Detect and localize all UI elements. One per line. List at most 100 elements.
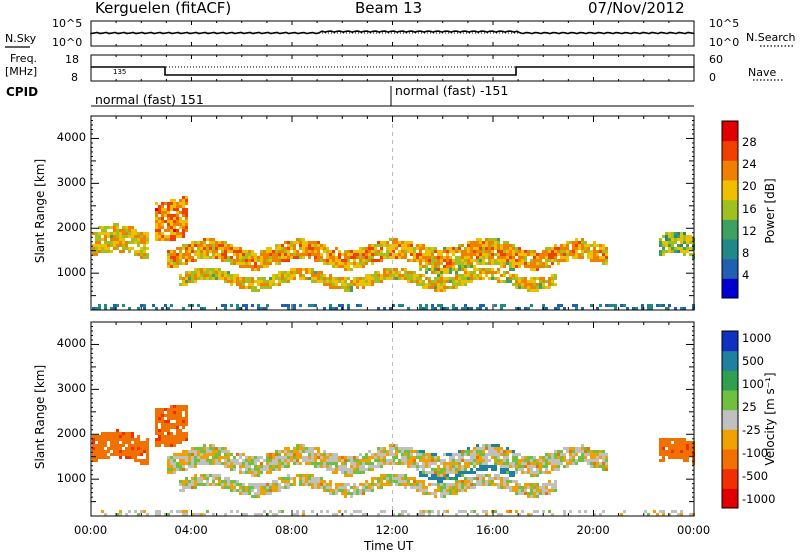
- velocity-cell: [686, 447, 689, 450]
- power-cell: [173, 256, 176, 259]
- velocity-cell: [404, 477, 407, 480]
- power-cell: [470, 256, 473, 259]
- velocity-cell: [407, 480, 410, 483]
- power-cell: [386, 253, 389, 256]
- power-cell: [260, 253, 263, 256]
- velocity-cell: [230, 510, 233, 513]
- velocity-cell: [188, 456, 191, 459]
- velocity-cell: [425, 462, 428, 465]
- power-cell: [533, 283, 536, 286]
- power-cell: [440, 259, 443, 262]
- velocity-cell: [587, 450, 590, 453]
- power-cell: [479, 271, 482, 274]
- velocity-cell: [119, 432, 122, 435]
- velocity-cell: [512, 489, 515, 492]
- power-cell: [110, 226, 113, 229]
- power-cell: [218, 256, 221, 259]
- power-cell: [683, 307, 686, 310]
- power-cell: [344, 283, 347, 286]
- velocity-cell: [482, 468, 485, 471]
- power-cell: [185, 244, 188, 247]
- velocity-cell: [185, 477, 188, 480]
- velocity-cell: [341, 459, 344, 462]
- power-cell: [488, 250, 491, 253]
- power-cell: [137, 253, 140, 256]
- velocity-cell: [566, 447, 569, 450]
- velocity-cell: [455, 483, 458, 486]
- velocity-cell: [674, 510, 677, 513]
- velocity-cell: [674, 441, 677, 444]
- power-cell: [209, 274, 212, 277]
- power-cell: [215, 247, 218, 250]
- power-cell: [122, 244, 125, 247]
- velocity-cell: [623, 510, 626, 513]
- power-cell: [479, 274, 482, 277]
- power-cell: [557, 250, 560, 253]
- velocity-cell: [479, 453, 482, 456]
- power-cell: [191, 256, 194, 259]
- power-cell: [518, 277, 521, 280]
- velocity-cell: [512, 453, 515, 456]
- power-cell: [674, 241, 677, 244]
- velocity-cell: [515, 462, 518, 465]
- velocity-cell: [233, 462, 236, 465]
- power-cell: [260, 265, 263, 268]
- power-cell: [413, 250, 416, 253]
- power-cell: [182, 202, 185, 205]
- power-cell: [368, 259, 371, 262]
- velocity-cell: [98, 444, 101, 447]
- power-cell: [470, 253, 473, 256]
- velocity-cell: [299, 456, 302, 459]
- velocity-cell: [308, 462, 311, 465]
- velocity-cell: [209, 450, 212, 453]
- power-cell: [668, 235, 671, 238]
- velocity-cell: [440, 477, 443, 480]
- power-cell: [173, 232, 176, 235]
- power-cell: [251, 256, 254, 259]
- power-cell: [524, 286, 527, 289]
- power-cell: [164, 202, 167, 205]
- velocity-cell: [113, 441, 116, 444]
- velocity-cell: [392, 444, 395, 447]
- velocity-cell: [164, 444, 167, 447]
- power-cell: [683, 247, 686, 250]
- power-cell: [539, 286, 542, 289]
- power-cell: [581, 241, 584, 244]
- power-cell: [176, 235, 179, 238]
- velocity-cell: [353, 459, 356, 462]
- power-cell: [362, 259, 365, 262]
- velocity-cell: [182, 480, 185, 483]
- power-cell: [335, 259, 338, 262]
- velocity-cell: [470, 468, 473, 471]
- power-cell: [551, 280, 554, 283]
- power-cell: [671, 235, 674, 238]
- power-cell: [395, 271, 398, 274]
- power-cell: [482, 259, 485, 262]
- velocity-cell: [353, 471, 356, 474]
- power-cell: [386, 247, 389, 250]
- velocity-cell: [233, 486, 236, 489]
- power-cell: [278, 280, 281, 283]
- velocity-cell: [170, 456, 173, 459]
- velocity-colorbar-frame: [721, 330, 739, 509]
- power-cell: [251, 280, 254, 283]
- velocity-cell: [473, 447, 476, 450]
- velocity-cell: [185, 423, 188, 426]
- power-cell: [377, 253, 380, 256]
- velocity-cell: [278, 465, 281, 468]
- power-cell: [452, 283, 455, 286]
- power-cell: [404, 256, 407, 259]
- power-cell: [551, 259, 554, 262]
- velocity-cell: [686, 459, 689, 462]
- velocity-cell: [158, 510, 161, 513]
- velocity-cell: [428, 483, 431, 486]
- velocity-cell: [515, 453, 518, 456]
- velocity-cell: [332, 453, 335, 456]
- power-cell: [299, 277, 302, 280]
- power-cell: [329, 259, 332, 262]
- power-cell: [257, 304, 260, 307]
- velocity-cell: [356, 492, 359, 495]
- velocity-cell: [176, 414, 179, 417]
- velocity-cell: [317, 456, 320, 459]
- velocity-cell: [446, 492, 449, 495]
